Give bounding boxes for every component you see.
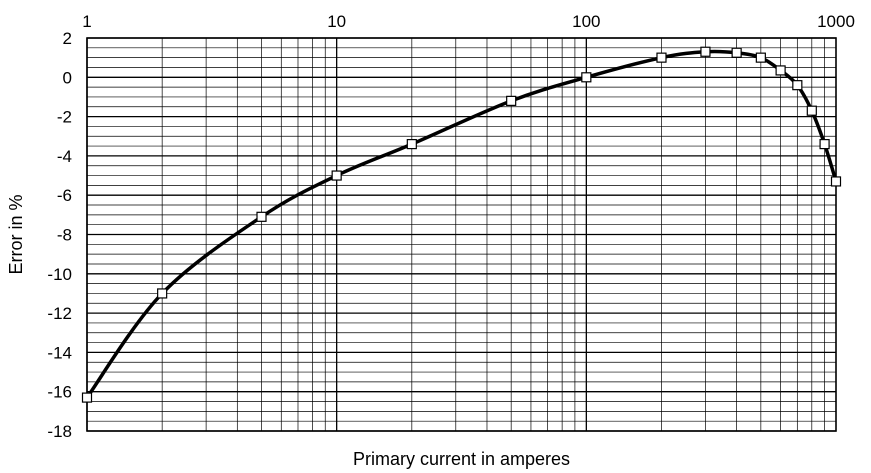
data-point (406, 139, 417, 150)
data-point (581, 72, 592, 83)
data-point (775, 65, 786, 76)
data-point (731, 47, 742, 58)
y-tick-label: -12 (47, 304, 72, 323)
data-point (830, 176, 842, 187)
y-tick-labels: 2 0 -2 -4 -6 -8 -10 -12 -14 -16 -18 (47, 29, 72, 441)
data-point (331, 170, 342, 181)
data-point (700, 46, 711, 57)
y-tick-label: -2 (57, 108, 72, 127)
x-tick-label: 10 (327, 12, 346, 31)
data-point (506, 95, 517, 106)
y-tick-label: -18 (47, 422, 72, 441)
data-point (792, 80, 803, 91)
series-layer (81, 46, 842, 403)
y-tick-label: 2 (63, 29, 72, 48)
y-axis-title: Error in % (6, 194, 26, 274)
data-point (819, 139, 830, 150)
data-point (256, 211, 267, 222)
data-point (656, 52, 667, 63)
y-tick-label: -4 (57, 147, 72, 166)
y-tick-label: -6 (57, 186, 72, 205)
x-tick-label: 100 (572, 12, 600, 31)
data-point (81, 392, 93, 403)
y-tick-label: -16 (47, 383, 72, 402)
x-tick-label: 1 (82, 12, 91, 31)
y-tick-label: -8 (57, 226, 72, 245)
y-tick-label: -10 (47, 265, 72, 284)
x-axis-title: Primary current in amperes (353, 449, 570, 469)
x-tick-label: 1000 (817, 12, 855, 31)
data-point (157, 288, 168, 299)
x-tick-labels: 1 10 100 1000 (82, 12, 855, 31)
grid (86, 37, 836, 432)
y-tick-label: -14 (47, 343, 72, 362)
plot-frame (86, 37, 837, 432)
data-point (806, 105, 817, 116)
data-point (755, 52, 766, 63)
y-tick-label: 0 (63, 68, 72, 87)
